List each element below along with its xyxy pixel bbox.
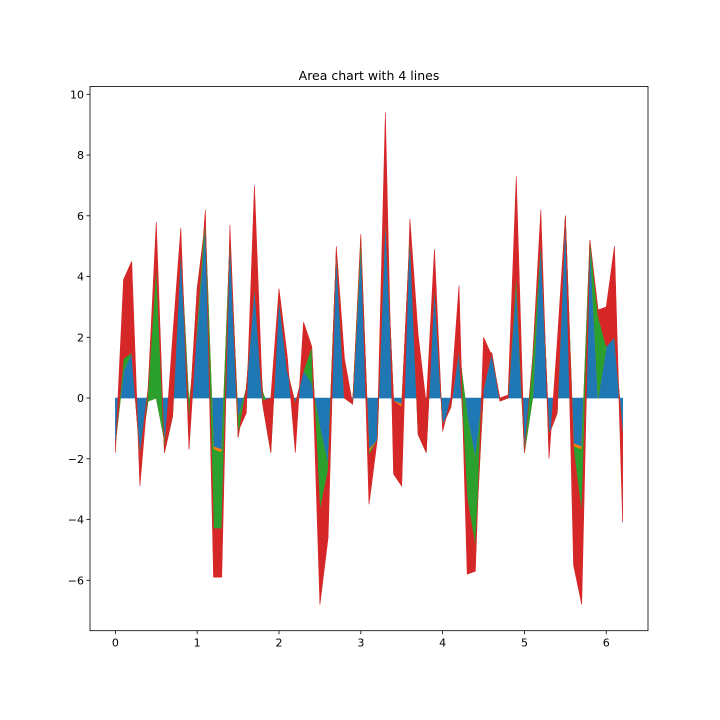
x-tick-label: 1 (194, 637, 201, 650)
y-tick-label: 10 (70, 88, 84, 101)
plot-frame (89, 86, 649, 632)
y-tick-label: 2 (77, 331, 84, 344)
x-tick-label: 5 (521, 637, 528, 650)
area-series-4 (115, 112, 623, 605)
plot-marks (115, 112, 623, 605)
y-tick-label: −4 (68, 514, 84, 527)
x-axis: 0 1 2 3 4 5 6 (112, 630, 610, 650)
y-tick-label: 8 (77, 149, 84, 162)
x-tick-label: 0 (112, 637, 119, 650)
y-tick-label: −2 (68, 453, 84, 466)
y-axis: −6 −4 −2 0 2 4 6 8 10 (68, 88, 90, 587)
y-tick-label: 4 (77, 271, 84, 284)
x-tick-label: 2 (276, 637, 283, 650)
x-tick-label: 6 (603, 637, 610, 650)
y-tick-label: 6 (77, 210, 84, 223)
chart-title: Area chart with 4 lines (299, 68, 440, 83)
x-tick-label: 4 (439, 637, 446, 650)
y-tick-label: 0 (77, 392, 84, 405)
y-tick-label: −6 (68, 574, 84, 587)
x-tick-label: 3 (357, 637, 364, 650)
